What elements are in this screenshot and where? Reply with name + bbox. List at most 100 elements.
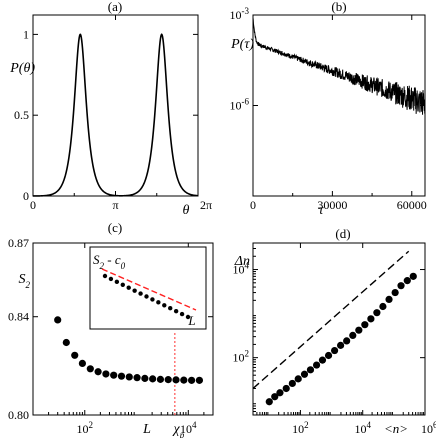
panel-a-xtick-label-0: 0	[30, 198, 36, 212]
panel-c-point-5	[94, 368, 102, 376]
panel-d-point-2	[276, 389, 284, 397]
panel-c-inset-ylabel-sub: 2	[100, 261, 105, 271]
panel-c-point-10	[133, 374, 141, 382]
panel-b-ytick-label-1: 10-6	[230, 97, 250, 113]
panel-c-inset-point-1	[108, 276, 114, 282]
panel-d-point-13	[343, 337, 351, 345]
panel-c-point-13	[156, 375, 165, 383]
panel-d-xlabel: <n>	[384, 421, 408, 436]
panel-b-ytick-label-0-exponent: -3	[242, 6, 250, 16]
panel-c-inset-point-7	[144, 294, 149, 299]
panel-d-point-9	[318, 356, 327, 364]
panel-c-point-4	[86, 365, 94, 373]
panel-c-inset-xlabel: L	[187, 313, 195, 328]
panel-d-point-8	[312, 361, 321, 369]
panel-d-point-4	[288, 379, 296, 388]
panel-d-xtick-label-0-exponent: 2	[304, 420, 309, 430]
panel-c-inset-point-10	[162, 303, 167, 308]
panel-d-point-6	[300, 370, 309, 378]
panel-c-inset-point-8	[150, 297, 155, 302]
panel-d-ytick-label-1-exponent: 4	[245, 261, 250, 271]
panel-c-point-1	[62, 338, 70, 347]
panel-c-inset-point-2	[114, 279, 120, 285]
panel-d-xtick-label-2-exponent: 6	[433, 420, 436, 430]
panel-c-ylabel-sub: 2	[26, 280, 31, 290]
panel-c-inset-ylabel-tail: - c	[104, 252, 121, 267]
panel-c-label: (c)	[108, 220, 122, 235]
panel-d-point-18	[373, 309, 381, 317]
panel-c-inset-point-14	[185, 314, 191, 320]
panel-a-frame	[32, 14, 199, 197]
panel-c-inset-point-6	[138, 291, 143, 296]
panel-d-point-22	[397, 282, 405, 290]
panel-a-xtick-label-2: 2π	[200, 198, 212, 212]
panel-c-point-12	[149, 375, 157, 383]
panel-b-frame	[252, 14, 426, 197]
panel-c-ylabel: S2	[19, 272, 31, 290]
panel-b-xtick-label-1: 30000	[317, 198, 347, 212]
panel-c-point-0	[54, 316, 62, 324]
panel-b-xlabel: τ	[318, 203, 324, 218]
panel-c-inset-point-3	[120, 282, 125, 287]
panel-a-xtick-label-1: π	[112, 198, 118, 212]
panel-d-point-12	[337, 341, 345, 349]
panel-c-inset-point-12	[173, 308, 179, 314]
panel-d-point-3	[282, 384, 290, 393]
panel-d-point-1	[271, 393, 279, 401]
panel-d-label: (d)	[335, 226, 350, 241]
panel-c-inset-point-0	[102, 273, 108, 279]
panel-c-marker-label-sub: p	[179, 430, 185, 438]
panel-a-ytick-label-2: 1	[23, 27, 29, 41]
panel-c-point-7	[110, 371, 118, 379]
panel-d-xtick-label-1: 104	[354, 420, 371, 436]
panel-c-point-15	[172, 376, 180, 384]
panel-d-point-16	[361, 321, 369, 329]
panel-d-point-0	[265, 398, 273, 406]
panel-c-ytick-label-2: 0.87	[8, 236, 29, 250]
panel-c-inset-fit-line	[101, 268, 197, 311]
panel-c-point-16	[180, 376, 188, 384]
panel-d-point-21	[391, 288, 399, 297]
panel-d-point-15	[355, 326, 363, 334]
panel-c-point-11	[141, 374, 149, 382]
panel-c-point-17	[188, 376, 196, 384]
panel-d-ylabel: Δn	[234, 254, 250, 269]
panel-b-ylabel: P(τ)	[230, 37, 254, 52]
panel-d-point-10	[324, 351, 333, 360]
panel-c-inset-point-5	[132, 288, 137, 293]
panel-c-xtick-label-0-exponent: 2	[89, 420, 94, 430]
panel-d-point-5	[294, 375, 302, 383]
panel-c-point-9	[125, 373, 133, 381]
panel-c-point-18	[195, 376, 204, 384]
panel-d-point-24	[409, 272, 417, 280]
panel-c-inset-point-4	[126, 285, 131, 290]
panel-d-point-19	[379, 302, 387, 311]
panel-c-point-8	[117, 372, 126, 380]
panel-c-inset-point-11	[168, 306, 173, 311]
panel-d-ytick-label-0: 102	[233, 349, 250, 365]
panel-d-ytick-label-0-exponent: 2	[245, 349, 250, 359]
panel-c-point-3	[78, 359, 86, 367]
panel-c-xtick-label-0: 102	[77, 420, 94, 436]
panel-d-point-20	[385, 295, 393, 303]
panel-b-ytick-label-0: 10-3	[230, 6, 250, 22]
panel-d-point-7	[306, 366, 315, 374]
panel-c-point-14	[164, 376, 172, 384]
panel-d-point-11	[330, 346, 339, 355]
panel-c-point-2	[71, 351, 79, 359]
panel-b-xtick-label-2: 60000	[397, 198, 427, 212]
panel-a-label: (a)	[108, 0, 122, 14]
panel-c-xtick-label-1-exponent: 4	[192, 420, 197, 430]
panel-c-inset-point-13	[179, 311, 185, 317]
panel-c-inset-point-9	[156, 300, 161, 305]
panel-b-label: (b)	[331, 0, 346, 14]
panel-d-frame	[252, 242, 426, 416]
panel-a-ylabel: P(θ)	[9, 61, 35, 76]
panel-c-ytick-label-1: 0.84	[8, 310, 29, 324]
panel-d-point-23	[403, 277, 411, 285]
panel-b-curve	[252, 17, 426, 115]
panel-d-guide-line	[252, 250, 410, 389]
panel-a-curve	[33, 33, 199, 197]
panel-c-ytick-label-0: 0.80	[8, 408, 29, 422]
